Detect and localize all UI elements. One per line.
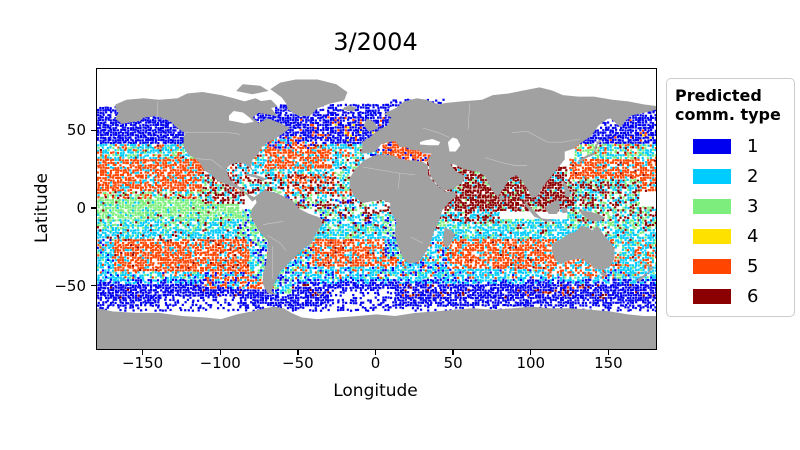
y-tick-mark — [91, 285, 96, 287]
x-tick-mark — [141, 349, 144, 355]
legend-entry-label: 6 — [747, 285, 759, 307]
x-tick-mark — [297, 349, 299, 355]
legend-entry: 2 — [675, 161, 794, 191]
legend-entry: 1 — [675, 131, 794, 161]
legend-title-line1: Predicted — [675, 86, 762, 105]
plot-title: 3/2004 — [333, 28, 418, 56]
y-tick-mark — [91, 207, 96, 209]
y-tick-label: 0 — [76, 199, 86, 217]
legend-entry: 3 — [675, 191, 794, 221]
legend-entry: 6 — [675, 281, 794, 311]
plot-area — [96, 68, 657, 350]
y-tick-label: 50 — [66, 121, 86, 140]
legend-entry: 5 — [675, 251, 794, 281]
legend-swatch — [693, 288, 731, 304]
legend-entry-label: 2 — [747, 165, 759, 187]
legend-entry-label: 3 — [747, 195, 759, 217]
y-tick-label: −50 — [54, 276, 86, 295]
x-tick-mark — [219, 349, 221, 355]
x-tick-label: −50 — [282, 354, 314, 372]
x-tick-label: 150 — [594, 354, 623, 372]
legend-swatch — [693, 198, 731, 214]
x-tick-mark — [530, 349, 532, 355]
legend-title: Predicted comm. type — [675, 86, 794, 124]
legend-swatch — [693, 168, 731, 184]
legend-entries: 1 2 3 4 5 6 — [675, 131, 794, 311]
legend: Predicted comm. type 1 2 3 4 5 6 — [666, 78, 795, 317]
x-tick-mark — [607, 349, 610, 355]
x-tick-label: −100 — [199, 354, 241, 372]
y-tick-mark — [91, 129, 96, 131]
x-axis-label: Longitude — [333, 381, 418, 401]
x-tick-mark — [452, 349, 454, 355]
x-tick-label: 0 — [370, 354, 381, 372]
x-tick-label: −150 — [121, 354, 164, 372]
legend-entry: 4 — [675, 221, 794, 251]
legend-swatch — [693, 138, 731, 154]
x-tick-mark — [374, 349, 377, 355]
x-tick-label: 100 — [516, 354, 546, 372]
legend-title-line2: comm. type — [675, 105, 781, 124]
legend-entry-label: 4 — [747, 225, 759, 247]
legend-swatch — [693, 228, 731, 244]
world-map-canvas — [97, 69, 656, 349]
legend-swatch — [693, 258, 731, 274]
legend-entry-label: 5 — [747, 255, 759, 277]
x-tick-label: 50 — [443, 354, 463, 372]
legend-entry-label: 1 — [747, 135, 759, 157]
